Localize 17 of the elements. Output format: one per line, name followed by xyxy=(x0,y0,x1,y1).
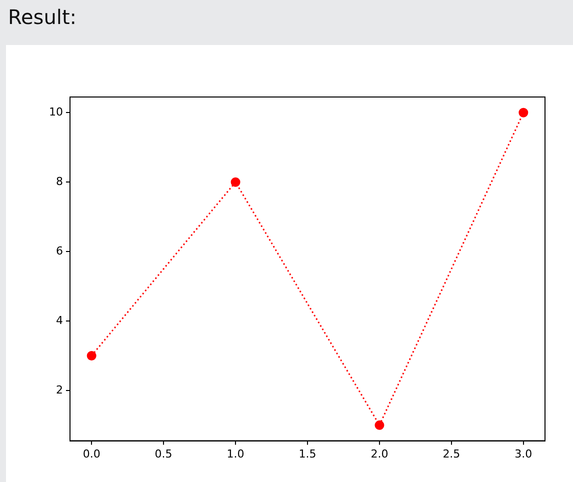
point xyxy=(518,108,528,118)
x-tick-label: 1.0 xyxy=(226,447,244,460)
y-tick-label: 8 xyxy=(56,174,63,188)
x-tick-label: 1.5 xyxy=(298,447,316,460)
y-tick-label: 10 xyxy=(48,105,63,118)
x-tick-label: 3.0 xyxy=(514,447,532,460)
y-tick-label: 6 xyxy=(56,244,63,258)
y-tick-label: 4 xyxy=(56,314,63,327)
x-tick-label: 2.5 xyxy=(442,447,460,460)
point xyxy=(374,420,384,430)
x-tick-label: 0.0 xyxy=(82,447,100,460)
point xyxy=(230,177,240,187)
y-tick-label: 2 xyxy=(56,383,63,396)
x-tick-label: 2.0 xyxy=(370,447,388,460)
chart-title: Result: xyxy=(7,4,78,31)
point xyxy=(86,350,96,360)
x-tick-label: 0.5 xyxy=(154,447,172,460)
